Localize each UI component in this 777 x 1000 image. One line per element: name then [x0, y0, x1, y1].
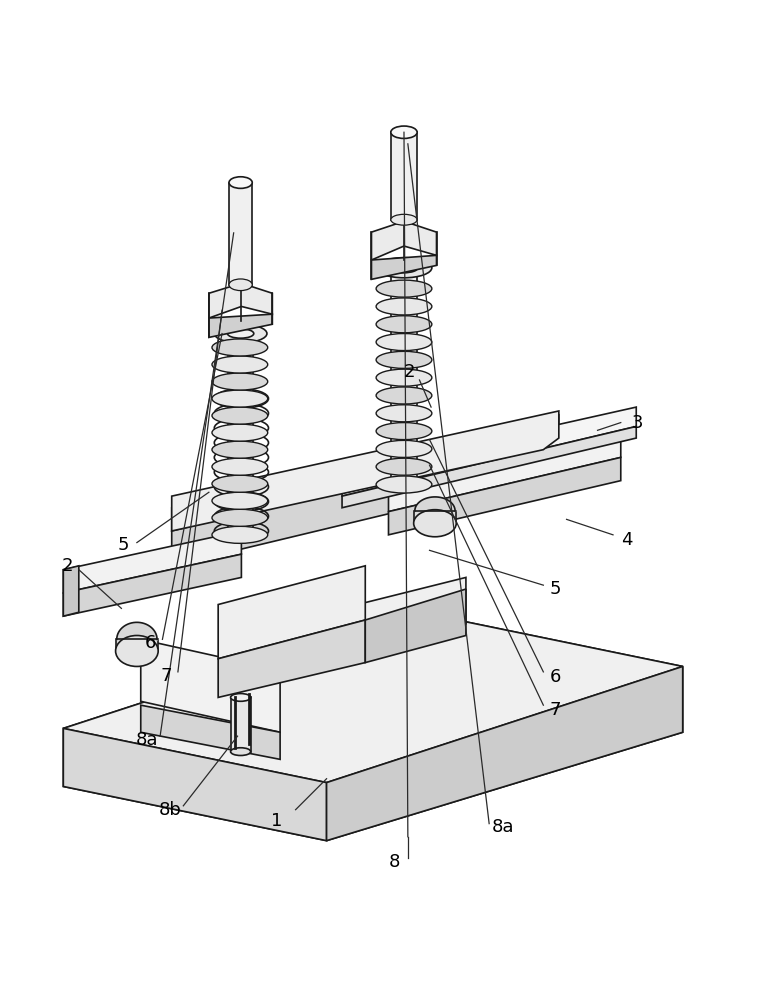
Polygon shape — [172, 415, 559, 531]
Ellipse shape — [376, 258, 432, 278]
Text: 8a: 8a — [492, 818, 514, 836]
Polygon shape — [64, 728, 326, 841]
Polygon shape — [371, 221, 437, 260]
Ellipse shape — [376, 423, 432, 440]
Ellipse shape — [376, 369, 432, 386]
Text: 8: 8 — [389, 853, 400, 871]
Ellipse shape — [229, 279, 253, 291]
Text: 8b: 8b — [159, 801, 182, 819]
Polygon shape — [64, 566, 78, 616]
Ellipse shape — [212, 526, 268, 543]
Text: 1: 1 — [270, 812, 282, 830]
Ellipse shape — [376, 458, 432, 475]
Ellipse shape — [413, 510, 456, 537]
Ellipse shape — [376, 440, 432, 457]
Polygon shape — [249, 577, 466, 678]
Text: 3: 3 — [632, 414, 643, 432]
Ellipse shape — [231, 694, 251, 701]
Polygon shape — [371, 255, 437, 279]
Ellipse shape — [212, 356, 268, 373]
Ellipse shape — [212, 339, 268, 356]
Ellipse shape — [228, 329, 254, 338]
Ellipse shape — [228, 325, 253, 334]
Polygon shape — [365, 589, 466, 663]
Polygon shape — [141, 705, 280, 759]
Text: 6: 6 — [550, 668, 562, 686]
Polygon shape — [209, 314, 273, 337]
Ellipse shape — [212, 509, 268, 526]
Ellipse shape — [390, 263, 418, 273]
Ellipse shape — [212, 492, 268, 509]
Polygon shape — [228, 330, 253, 535]
Ellipse shape — [214, 324, 267, 343]
Polygon shape — [172, 438, 559, 566]
Text: 2: 2 — [61, 557, 73, 575]
Text: 5: 5 — [550, 580, 562, 598]
Ellipse shape — [391, 262, 417, 273]
Text: 6: 6 — [145, 634, 156, 652]
Polygon shape — [342, 407, 636, 496]
Text: 5: 5 — [118, 536, 130, 554]
Polygon shape — [342, 426, 636, 508]
Ellipse shape — [376, 298, 432, 315]
Polygon shape — [218, 620, 365, 697]
Polygon shape — [326, 666, 683, 841]
Ellipse shape — [212, 373, 268, 390]
Polygon shape — [64, 554, 242, 616]
Polygon shape — [391, 132, 417, 220]
Polygon shape — [64, 612, 683, 841]
Ellipse shape — [212, 458, 268, 475]
Polygon shape — [229, 183, 253, 285]
Polygon shape — [64, 531, 242, 593]
Polygon shape — [116, 639, 158, 651]
Ellipse shape — [212, 424, 268, 441]
Text: 7: 7 — [161, 667, 172, 685]
Ellipse shape — [212, 407, 268, 424]
Ellipse shape — [391, 126, 417, 138]
Ellipse shape — [376, 280, 432, 297]
Ellipse shape — [231, 748, 251, 755]
Ellipse shape — [376, 387, 432, 404]
Polygon shape — [64, 612, 683, 783]
Ellipse shape — [212, 475, 268, 492]
Ellipse shape — [229, 177, 253, 188]
Polygon shape — [231, 697, 251, 752]
Ellipse shape — [376, 334, 432, 351]
Polygon shape — [172, 411, 559, 531]
Ellipse shape — [376, 476, 432, 493]
Polygon shape — [391, 268, 417, 485]
Ellipse shape — [212, 390, 268, 407]
Ellipse shape — [376, 316, 432, 333]
Polygon shape — [414, 511, 456, 523]
Polygon shape — [218, 566, 365, 659]
Polygon shape — [388, 434, 621, 512]
Ellipse shape — [376, 351, 432, 368]
Ellipse shape — [376, 405, 432, 422]
Ellipse shape — [391, 214, 417, 225]
Text: 2: 2 — [404, 363, 415, 381]
Polygon shape — [209, 283, 273, 318]
Polygon shape — [141, 639, 280, 732]
Ellipse shape — [212, 441, 268, 458]
Ellipse shape — [116, 635, 159, 666]
Text: 7: 7 — [550, 701, 562, 719]
Polygon shape — [388, 457, 621, 535]
Text: 8a: 8a — [136, 731, 159, 749]
Text: 4: 4 — [621, 531, 632, 549]
